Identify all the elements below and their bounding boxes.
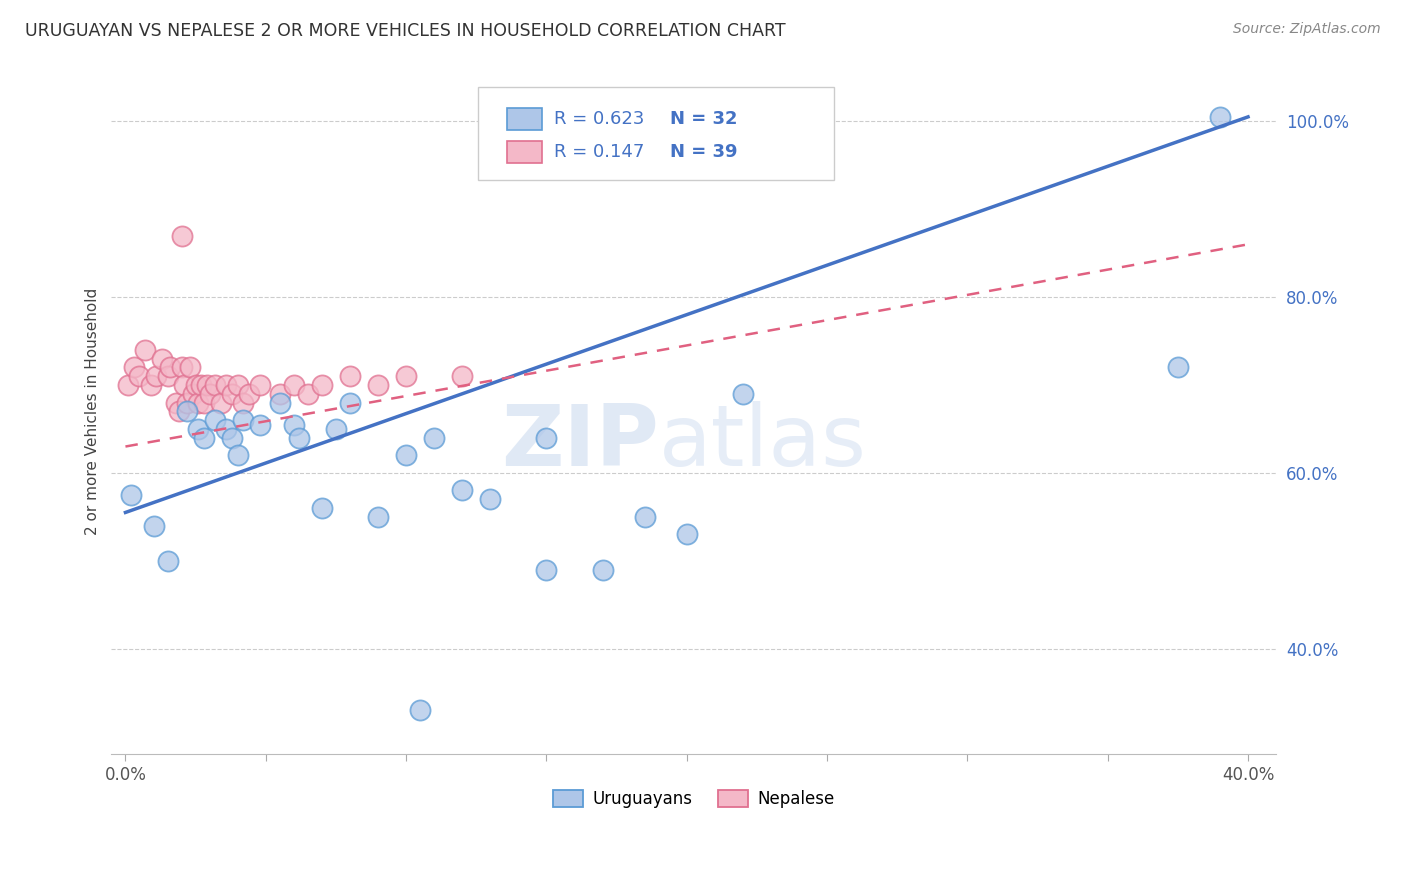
Text: N = 32: N = 32 <box>671 111 738 128</box>
Text: Source: ZipAtlas.com: Source: ZipAtlas.com <box>1233 22 1381 37</box>
Point <box>187 422 209 436</box>
Text: R = 0.623: R = 0.623 <box>554 111 644 128</box>
Point <box>170 228 193 243</box>
Point <box>249 378 271 392</box>
Point <box>204 413 226 427</box>
Point <box>156 369 179 384</box>
Text: ZIP: ZIP <box>501 401 659 483</box>
Point <box>269 395 291 409</box>
Point <box>339 369 361 384</box>
Point <box>209 395 232 409</box>
Point <box>367 378 389 392</box>
FancyBboxPatch shape <box>508 108 543 130</box>
Point <box>633 509 655 524</box>
Text: R = 0.147: R = 0.147 <box>554 144 644 161</box>
Point <box>283 417 305 432</box>
Point <box>395 369 418 384</box>
Point <box>165 395 187 409</box>
Point <box>190 378 212 392</box>
Point <box>184 378 207 392</box>
Point <box>139 378 162 392</box>
Point <box>311 501 333 516</box>
Point <box>198 386 221 401</box>
Point <box>1209 110 1232 124</box>
Point <box>173 378 195 392</box>
Legend: Uruguayans, Nepalese: Uruguayans, Nepalese <box>546 783 842 814</box>
FancyBboxPatch shape <box>508 141 543 163</box>
Point <box>204 378 226 392</box>
Point <box>297 386 319 401</box>
FancyBboxPatch shape <box>478 87 834 179</box>
Point <box>215 378 238 392</box>
Point <box>283 378 305 392</box>
Point <box>395 448 418 462</box>
Point <box>451 369 474 384</box>
Point <box>128 369 150 384</box>
Point <box>193 431 215 445</box>
Point <box>145 369 167 384</box>
Point <box>367 509 389 524</box>
Point <box>1167 360 1189 375</box>
Point <box>479 492 502 507</box>
Point <box>409 703 432 717</box>
Text: N = 39: N = 39 <box>671 144 738 161</box>
Point <box>536 431 558 445</box>
Point <box>451 483 474 498</box>
Point <box>215 422 238 436</box>
Point <box>176 404 198 418</box>
Point <box>226 448 249 462</box>
Point <box>117 378 139 392</box>
Point <box>150 351 173 366</box>
Point <box>134 343 156 357</box>
Point <box>269 386 291 401</box>
Point <box>181 386 204 401</box>
Point <box>142 518 165 533</box>
Point <box>120 488 142 502</box>
Text: URUGUAYAN VS NEPALESE 2 OR MORE VEHICLES IN HOUSEHOLD CORRELATION CHART: URUGUAYAN VS NEPALESE 2 OR MORE VEHICLES… <box>25 22 786 40</box>
Point <box>592 563 614 577</box>
Point <box>288 431 311 445</box>
Point <box>170 360 193 375</box>
Point <box>226 378 249 392</box>
Point <box>221 386 243 401</box>
Point <box>339 395 361 409</box>
Point <box>195 378 218 392</box>
Point <box>193 395 215 409</box>
Point <box>176 395 198 409</box>
Point <box>536 563 558 577</box>
Point <box>423 431 446 445</box>
Point <box>675 527 697 541</box>
Point <box>179 360 201 375</box>
Text: atlas: atlas <box>659 401 868 483</box>
Point <box>232 413 254 427</box>
Point <box>311 378 333 392</box>
Point <box>232 395 254 409</box>
Point <box>187 395 209 409</box>
Point <box>325 422 347 436</box>
Point <box>122 360 145 375</box>
Point <box>249 417 271 432</box>
Y-axis label: 2 or more Vehicles in Household: 2 or more Vehicles in Household <box>86 288 100 535</box>
Point <box>156 554 179 568</box>
Point <box>238 386 260 401</box>
Point <box>167 404 190 418</box>
Point <box>731 386 754 401</box>
Point <box>159 360 181 375</box>
Point <box>221 431 243 445</box>
